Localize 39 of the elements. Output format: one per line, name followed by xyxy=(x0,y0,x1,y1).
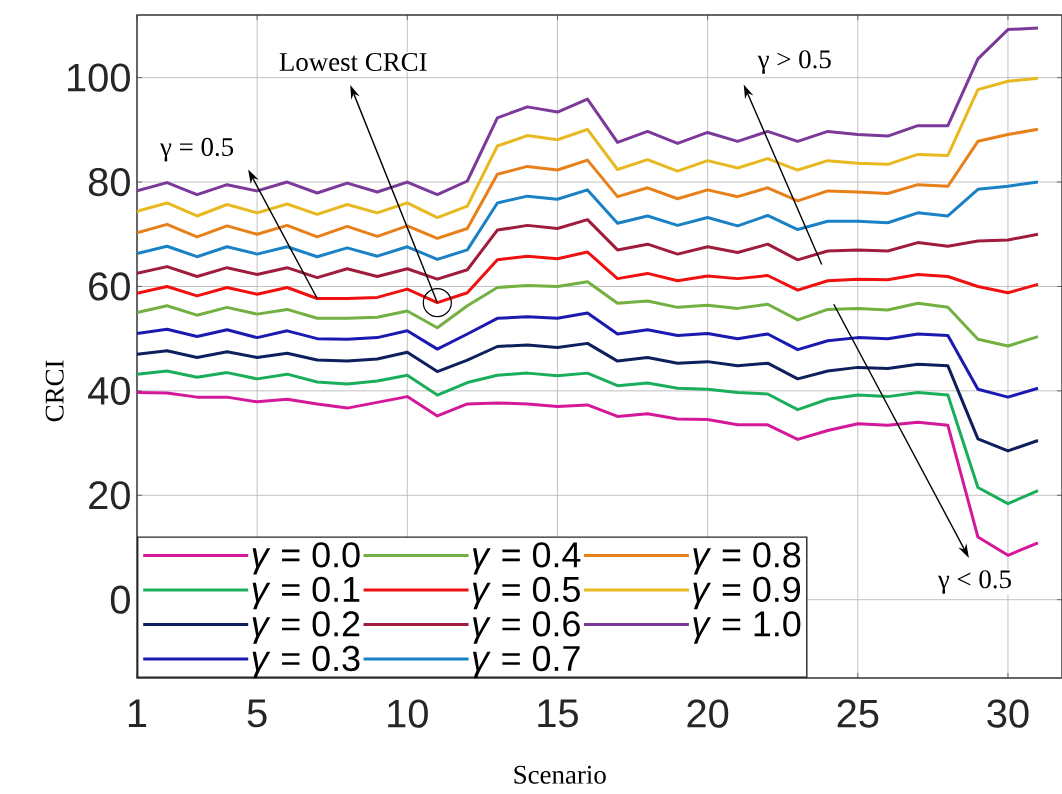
x-tick-label: 25 xyxy=(837,699,879,728)
x-tick-label: 5 xyxy=(247,699,267,728)
annotation: γ < 0.5 xyxy=(937,570,1011,594)
legend-label: γ = 0.8 xyxy=(693,542,801,575)
annotation: Lowest CRCI xyxy=(279,52,427,72)
line-series xyxy=(137,311,1040,399)
legend-label: γ = 0.2 xyxy=(252,611,360,644)
line-series xyxy=(137,341,1040,453)
y-tick-label: 20 xyxy=(89,481,130,510)
line-series xyxy=(137,369,1040,506)
legend-label: γ = 0.4 xyxy=(473,542,581,575)
y-tick-label: 60 xyxy=(89,272,130,301)
annotation: γ = 0.5 xyxy=(159,137,234,162)
y-tick-label: 100 xyxy=(68,63,130,92)
line-series xyxy=(137,26,1040,197)
line-series xyxy=(137,280,1040,348)
legend-label: γ = 0.1 xyxy=(252,576,360,610)
x-tick-label: 30 xyxy=(987,699,1029,728)
x-axis-title: Scenario xyxy=(514,765,606,784)
y-tick-label: 0 xyxy=(110,585,130,614)
legend-label: γ = 0.3 xyxy=(252,645,360,679)
y-tick-label: 40 xyxy=(88,376,130,405)
line-series xyxy=(137,127,1040,240)
legend-label: γ = 0.5 xyxy=(473,576,580,610)
line-series xyxy=(137,76,1040,220)
y-tick-label: 80 xyxy=(88,167,130,197)
legend-label: γ = 0.7 xyxy=(473,645,580,679)
x-tick-label: 15 xyxy=(538,699,578,728)
x-tick-label: 1 xyxy=(128,699,147,727)
legend-label: γ = 0.9 xyxy=(693,576,801,610)
legend-label: γ = 0.0 xyxy=(252,542,360,575)
line-series xyxy=(137,180,1040,261)
legend-label: γ = 0.6 xyxy=(473,611,580,644)
x-tick-label: 20 xyxy=(687,699,729,728)
annotation: γ > 0.5 xyxy=(757,50,831,74)
y-axis-title: CRCI xyxy=(45,360,64,422)
x-tick-label: 10 xyxy=(388,699,428,728)
legend-label: γ = 1.0 xyxy=(693,611,801,644)
line-series xyxy=(137,218,1040,281)
